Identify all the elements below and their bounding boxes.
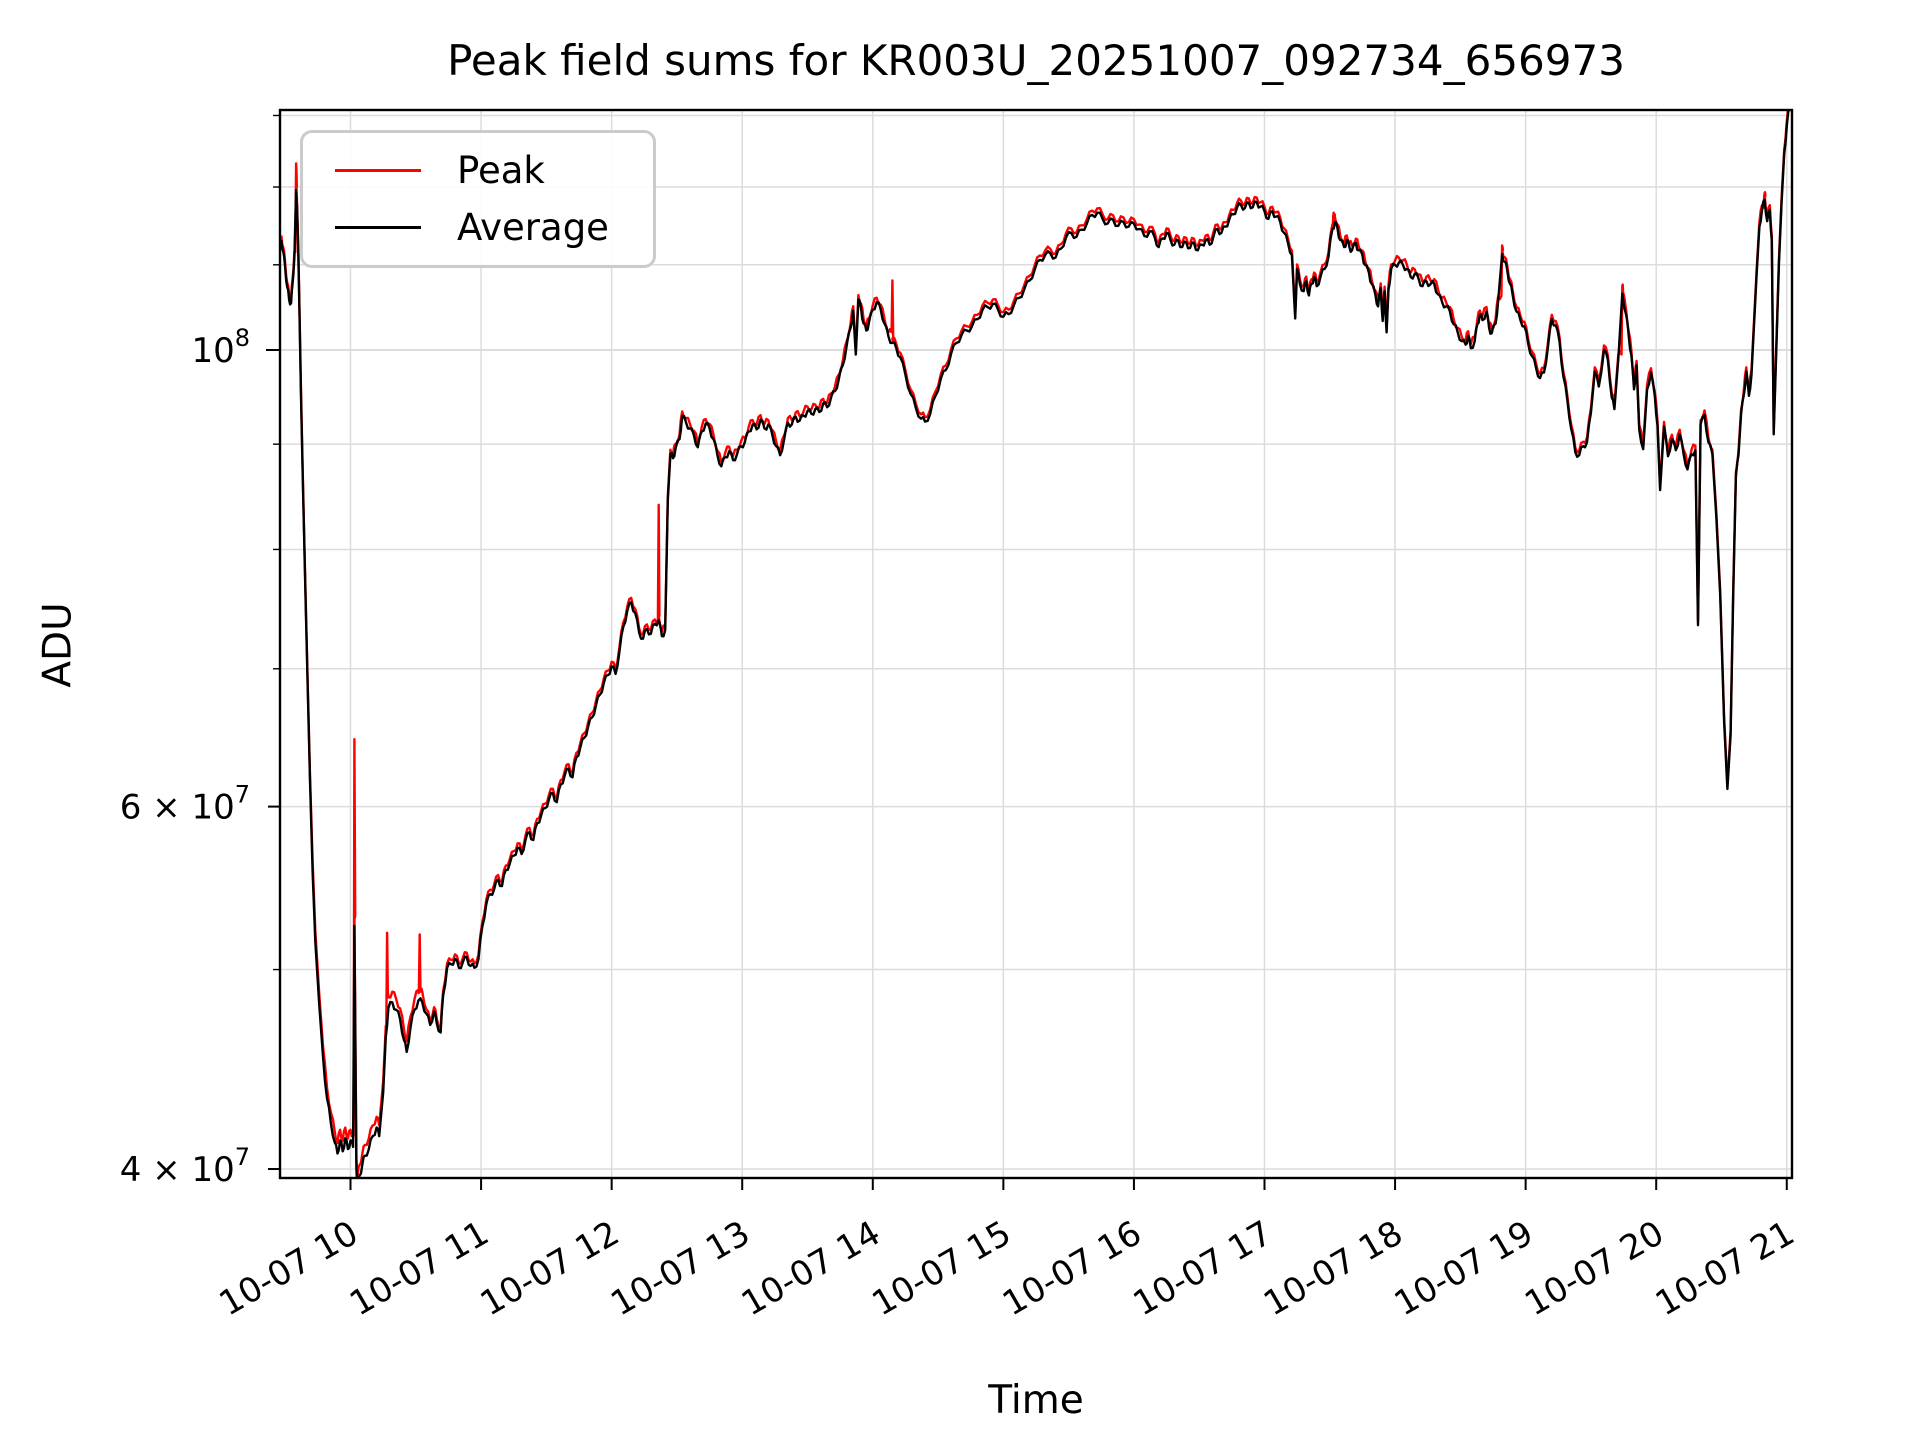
chart-title: Peak field sums for KR003U_20251007_0927… [447,36,1625,85]
legend-item-peak: Peak [335,152,653,189]
svg-text:108: 108 [191,324,250,371]
svg-text:4 × 107: 4 × 107 [120,1143,250,1190]
svg-text:10-07 12: 10-07 12 [474,1213,626,1324]
svg-text:10-07 21: 10-07 21 [1649,1213,1801,1324]
svg-text:10-07 13: 10-07 13 [604,1213,756,1324]
average-line [280,110,1790,1178]
legend-label-average: Average [457,205,609,249]
svg-text:10-07 17: 10-07 17 [1127,1213,1279,1324]
svg-text:10-07 19: 10-07 19 [1388,1213,1540,1324]
svg-text:10-07 10: 10-07 10 [213,1213,365,1324]
legend-item-average: Average [335,209,653,246]
gridlines [280,110,1792,1178]
svg-text:10-07 11: 10-07 11 [343,1213,495,1324]
average-line-swatch [335,225,421,229]
x-axis-label: Time [988,1378,1084,1423]
svg-text:10-07 15: 10-07 15 [865,1213,1017,1324]
y-ticks: 108 6 × 107 4 × 107 [120,114,280,1190]
svg-text:10-07 18: 10-07 18 [1257,1213,1409,1324]
legend: Peak Average [300,130,656,268]
y-axis-label: ADU [35,602,81,688]
legend-label-peak: Peak [457,149,545,193]
plot-border [278,108,1794,1180]
peak-line-swatch [335,169,421,173]
svg-text:10-07 14: 10-07 14 [735,1213,887,1324]
svg-text:6 × 107: 6 × 107 [120,781,250,828]
svg-text:10-07 16: 10-07 16 [996,1213,1148,1324]
svg-text:10-07 20: 10-07 20 [1518,1213,1670,1324]
